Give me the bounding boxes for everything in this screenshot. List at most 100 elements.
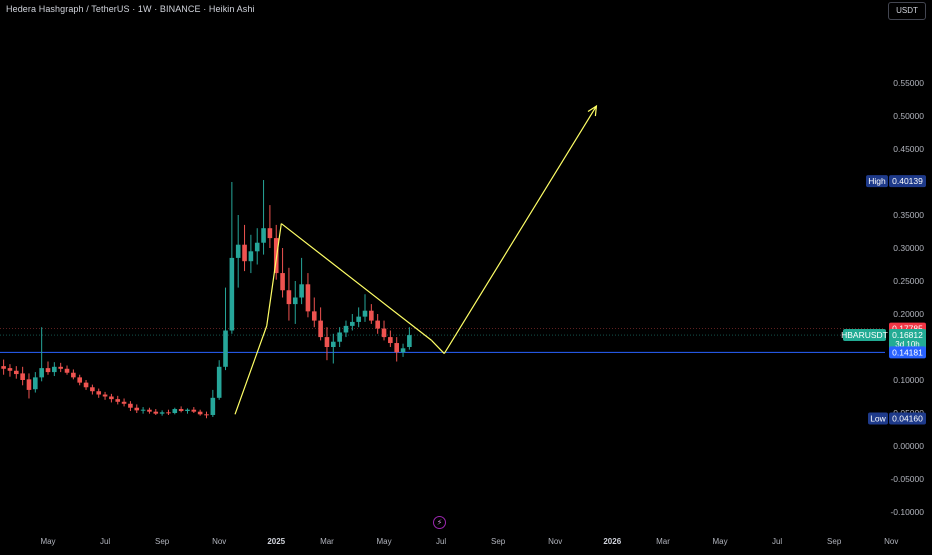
y-tick-label: 0.20000: [893, 309, 924, 319]
candle-body: [147, 409, 152, 412]
candle: [52, 362, 57, 377]
candle: [39, 327, 44, 382]
candle-body: [71, 372, 76, 378]
candle-body: [331, 341, 336, 347]
candle-body: [14, 370, 19, 375]
candle-body: [369, 310, 374, 321]
candle: [14, 366, 19, 379]
candle: [305, 273, 311, 318]
candle-body: [166, 412, 171, 414]
x-tick-label: Mar: [320, 537, 334, 546]
candle: [90, 384, 95, 395]
candle: [147, 407, 152, 414]
candle: [381, 320, 387, 341]
horizontal-line-layer: [0, 328, 885, 353]
candle-body: [197, 411, 203, 415]
candle: [58, 362, 63, 373]
hline-price-badge-bg: [889, 346, 926, 359]
candle: [128, 401, 133, 412]
candle-body: [159, 412, 165, 414]
candle-body: [235, 244, 241, 258]
y-tick-label: 0.00000: [893, 441, 924, 451]
x-tick-label: Nov: [548, 537, 562, 546]
currency-button[interactable]: USDT: [888, 2, 926, 20]
open-price-badge: 0.17785: [892, 324, 923, 334]
candle: [166, 409, 171, 415]
candle: [204, 411, 209, 419]
candle-body: [121, 401, 127, 404]
candle-body: [77, 377, 82, 383]
low-value-badge: 0.04160: [892, 414, 923, 424]
price-badges: High 0.40139 Low 0.04160 0.17785 HBARUSDT 0.16…: [841, 175, 926, 425]
candles: [1, 180, 412, 419]
candle: [223, 287, 228, 371]
candle: [388, 330, 393, 347]
candle: [356, 307, 361, 328]
x-tick-label: Nov: [884, 537, 898, 546]
y-tick-label: 0.50000: [893, 111, 924, 121]
candle: [318, 307, 323, 341]
candle-body: [280, 273, 285, 291]
candle-body: [191, 409, 197, 412]
candle: [134, 404, 140, 413]
candle-body: [261, 228, 266, 243]
projection-arrow-line: [443, 105, 597, 354]
candle-body: [248, 251, 254, 262]
candle-body: [375, 320, 380, 329]
candle-body: [343, 325, 349, 333]
candle: [109, 393, 114, 403]
candle-body: [381, 328, 387, 338]
candle: [102, 391, 108, 400]
candle-body: [286, 290, 292, 305]
candle: [337, 327, 342, 347]
time-axis: May Jul Sep Nov 2025 Mar May Jul Sep Nov 2026 Mar Ma…: [40, 537, 898, 546]
candle: [331, 333, 336, 364]
candle-body: [407, 335, 412, 347]
y-tick-label: 0.30000: [893, 243, 924, 253]
y-tick-label: 0.10000: [893, 375, 924, 385]
x-tick-label: Nov: [212, 537, 226, 546]
candle: [299, 257, 304, 305]
last-price-value: 0.16812: [892, 330, 923, 340]
y-tick-label: 0.35000: [893, 210, 924, 220]
candle: [242, 224, 247, 272]
candle-body: [140, 409, 146, 411]
candle: [178, 406, 184, 413]
candle: [197, 409, 203, 416]
candle-body: [254, 242, 260, 252]
high-label-badge-bg: [866, 175, 888, 188]
candle: [140, 407, 146, 414]
candle: [1, 359, 6, 375]
chart-title: Hedera Hashgraph / TetherUS · 1W · BINAN…: [6, 4, 255, 14]
arrow-head: [587, 104, 598, 117]
candle: [33, 372, 38, 393]
candle-body: [204, 414, 209, 416]
candle-body: [7, 368, 13, 371]
candle: [343, 320, 349, 338]
candle: [77, 374, 82, 386]
candle: [229, 182, 235, 334]
candle-body: [64, 368, 70, 373]
candle: [369, 304, 374, 324]
high-label-badge: High: [868, 176, 886, 186]
candle-body: [299, 284, 304, 298]
candle-body: [109, 396, 114, 400]
candle: [407, 327, 412, 350]
candle-body: [210, 397, 216, 415]
candle: [159, 410, 165, 416]
candle: [96, 388, 102, 398]
high-value-badge-bg: [889, 175, 926, 188]
candle-body: [267, 228, 273, 239]
y-tick-label: -0.05000: [890, 474, 924, 484]
lightning-icon[interactable]: ⚡: [433, 516, 446, 529]
candle: [7, 364, 13, 377]
candle-body: [324, 337, 330, 347]
candle: [261, 180, 266, 255]
candle-body: [388, 337, 393, 344]
x-tick-label: May: [40, 537, 55, 546]
candle-body: [115, 399, 121, 402]
trend-line: [431, 339, 445, 355]
candle-body: [83, 382, 89, 388]
